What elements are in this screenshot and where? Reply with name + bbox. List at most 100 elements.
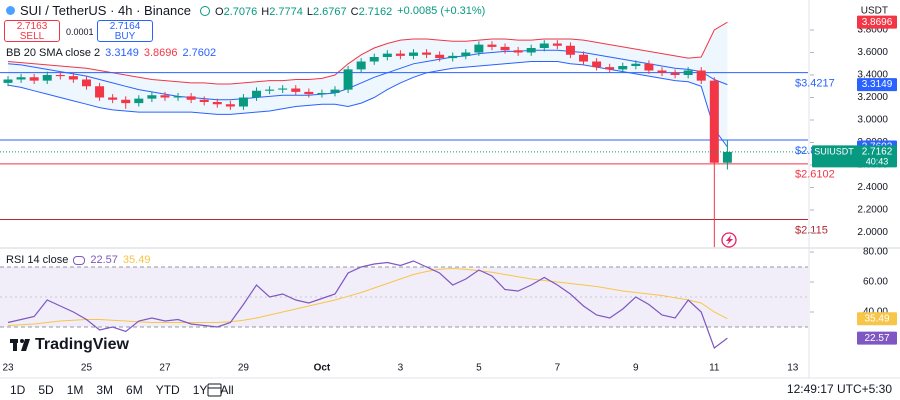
bb-basis-value: 3.3149 <box>105 47 139 59</box>
bb-basis-badge-bg <box>857 78 897 92</box>
rsi-line <box>7 260 728 349</box>
candle-body <box>147 95 157 99</box>
range-button[interactable]: 6M <box>126 383 143 397</box>
rsi-label[interactable]: RSI 14 close <box>6 254 69 266</box>
level-label: $3.4217 <box>795 77 835 89</box>
ohlc-key: H <box>261 5 270 18</box>
candle-body <box>225 104 235 107</box>
range-button[interactable]: 3M <box>96 383 114 397</box>
candle-body <box>121 99 131 104</box>
range-button[interactable]: 1Y <box>192 383 208 397</box>
symbol-icon <box>6 6 15 15</box>
change-label: +0.0085 (+0.31%) <box>397 4 486 17</box>
x-tick-label: 7 <box>555 363 561 374</box>
buy-button[interactable]: 2.7164 BUY <box>97 20 153 42</box>
x-tick-label: 9 <box>633 363 639 374</box>
candle-body <box>304 91 314 95</box>
candle-body <box>487 44 497 47</box>
current-price: 2.7162 <box>862 147 893 158</box>
candle-body <box>265 89 275 91</box>
rsi-tick-label: 80.00 <box>863 247 888 258</box>
x-tick-label: 11 <box>709 363 720 374</box>
candle-body <box>343 69 353 90</box>
candle-body <box>448 55 458 59</box>
candle-body <box>579 54 589 62</box>
candle-body <box>29 77 39 81</box>
ohlc-item: L2.6767 <box>307 4 347 18</box>
bb-upper-badge: 3.8696 <box>862 17 893 28</box>
x-tick-label: 3 <box>398 363 404 374</box>
calendar-icon[interactable] <box>207 383 222 397</box>
candle-body <box>618 66 628 70</box>
candle-body <box>108 97 118 100</box>
bb-legend: BB 20 SMA close 2 3.3149 3.8696 2.7602 <box>6 47 216 59</box>
clock: 12:49:17 UTC+5:30 <box>787 382 892 396</box>
candle-body <box>644 63 654 71</box>
ohlc-value: 2.7774 <box>269 5 303 18</box>
symbol-title[interactable]: SUI / TetherUS · 4h · Binance <box>20 3 192 18</box>
bb-line <box>7 21 728 85</box>
brand-name: TradingView <box>35 336 130 353</box>
sell-button[interactable]: 2.7163 SELL <box>4 20 60 42</box>
bb-fill <box>8 22 728 147</box>
candle-body <box>631 63 641 67</box>
rsi-tick-label: 60.00 <box>863 277 888 288</box>
range-button[interactable]: YTD <box>155 383 180 397</box>
candle-body <box>395 53 405 56</box>
rsi-badge: 22.57 <box>864 333 889 344</box>
candle-body <box>330 89 340 94</box>
y-tick-label: 2.2000 <box>857 205 888 216</box>
range-button[interactable]: 1M <box>66 383 84 397</box>
ohlc-key: L <box>306 5 313 18</box>
rsi-icon <box>73 255 86 265</box>
rsi-ma-badge: 35.49 <box>864 313 889 324</box>
candle-body <box>356 61 366 70</box>
y-tick-label: 3.6000 <box>857 47 888 58</box>
sell-price: 2.7163 <box>16 21 48 32</box>
x-tick-label: Oct <box>314 363 331 374</box>
candle-body <box>565 45 575 55</box>
candle-body <box>81 79 91 87</box>
range-button[interactable]: 5D <box>38 383 54 397</box>
candle-body <box>539 43 549 49</box>
bb-upper-badge-bg <box>857 15 897 29</box>
candle-body <box>552 43 562 46</box>
candle-body <box>291 88 301 92</box>
candle-body <box>95 86 105 98</box>
sell-label: SELL <box>19 31 45 42</box>
candle-body <box>160 95 170 98</box>
candle-body <box>592 61 602 68</box>
x-tick-label: 29 <box>238 363 250 374</box>
brand-logo <box>10 339 30 351</box>
candle-body <box>252 90 262 98</box>
candle-body <box>369 57 379 62</box>
candle-body <box>422 52 432 55</box>
candle-body <box>382 53 392 58</box>
candle-body <box>186 96 196 100</box>
candle-body <box>238 97 248 107</box>
candle-body <box>670 72 680 76</box>
y-tick-label: 3.4000 <box>857 70 888 81</box>
range-button[interactable]: 1D <box>10 383 26 397</box>
candle-body <box>696 70 706 81</box>
bb-label[interactable]: BB 20 SMA close 2 <box>6 47 101 59</box>
rsi-legend: RSI 14 close 22.57 35.49 <box>6 254 150 266</box>
price-badge-bg <box>812 145 897 168</box>
alert-icon[interactable] <box>721 232 737 248</box>
candle-body <box>3 79 13 83</box>
candle-body <box>474 44 484 53</box>
candle-body <box>134 98 144 104</box>
rsi-value: 22.57 <box>90 254 118 266</box>
bb-upper-value: 3.8696 <box>143 47 178 59</box>
bb-basis-badge: 3.3149 <box>862 79 893 90</box>
x-tick-label: 5 <box>476 363 482 374</box>
ohlc-item: C2.7162 <box>351 4 393 18</box>
x-tick-label: 23 <box>2 363 14 374</box>
status-dot <box>200 5 211 16</box>
y-tick-label: 3.2000 <box>857 92 888 103</box>
ohlc-item: H2.7774 <box>261 4 303 18</box>
rsi-ma-line <box>7 267 728 326</box>
ohlc-value: 2.7076 <box>223 5 258 18</box>
ohlc-value: 2.6767 <box>312 5 347 18</box>
range-button[interactable]: All <box>220 383 234 397</box>
